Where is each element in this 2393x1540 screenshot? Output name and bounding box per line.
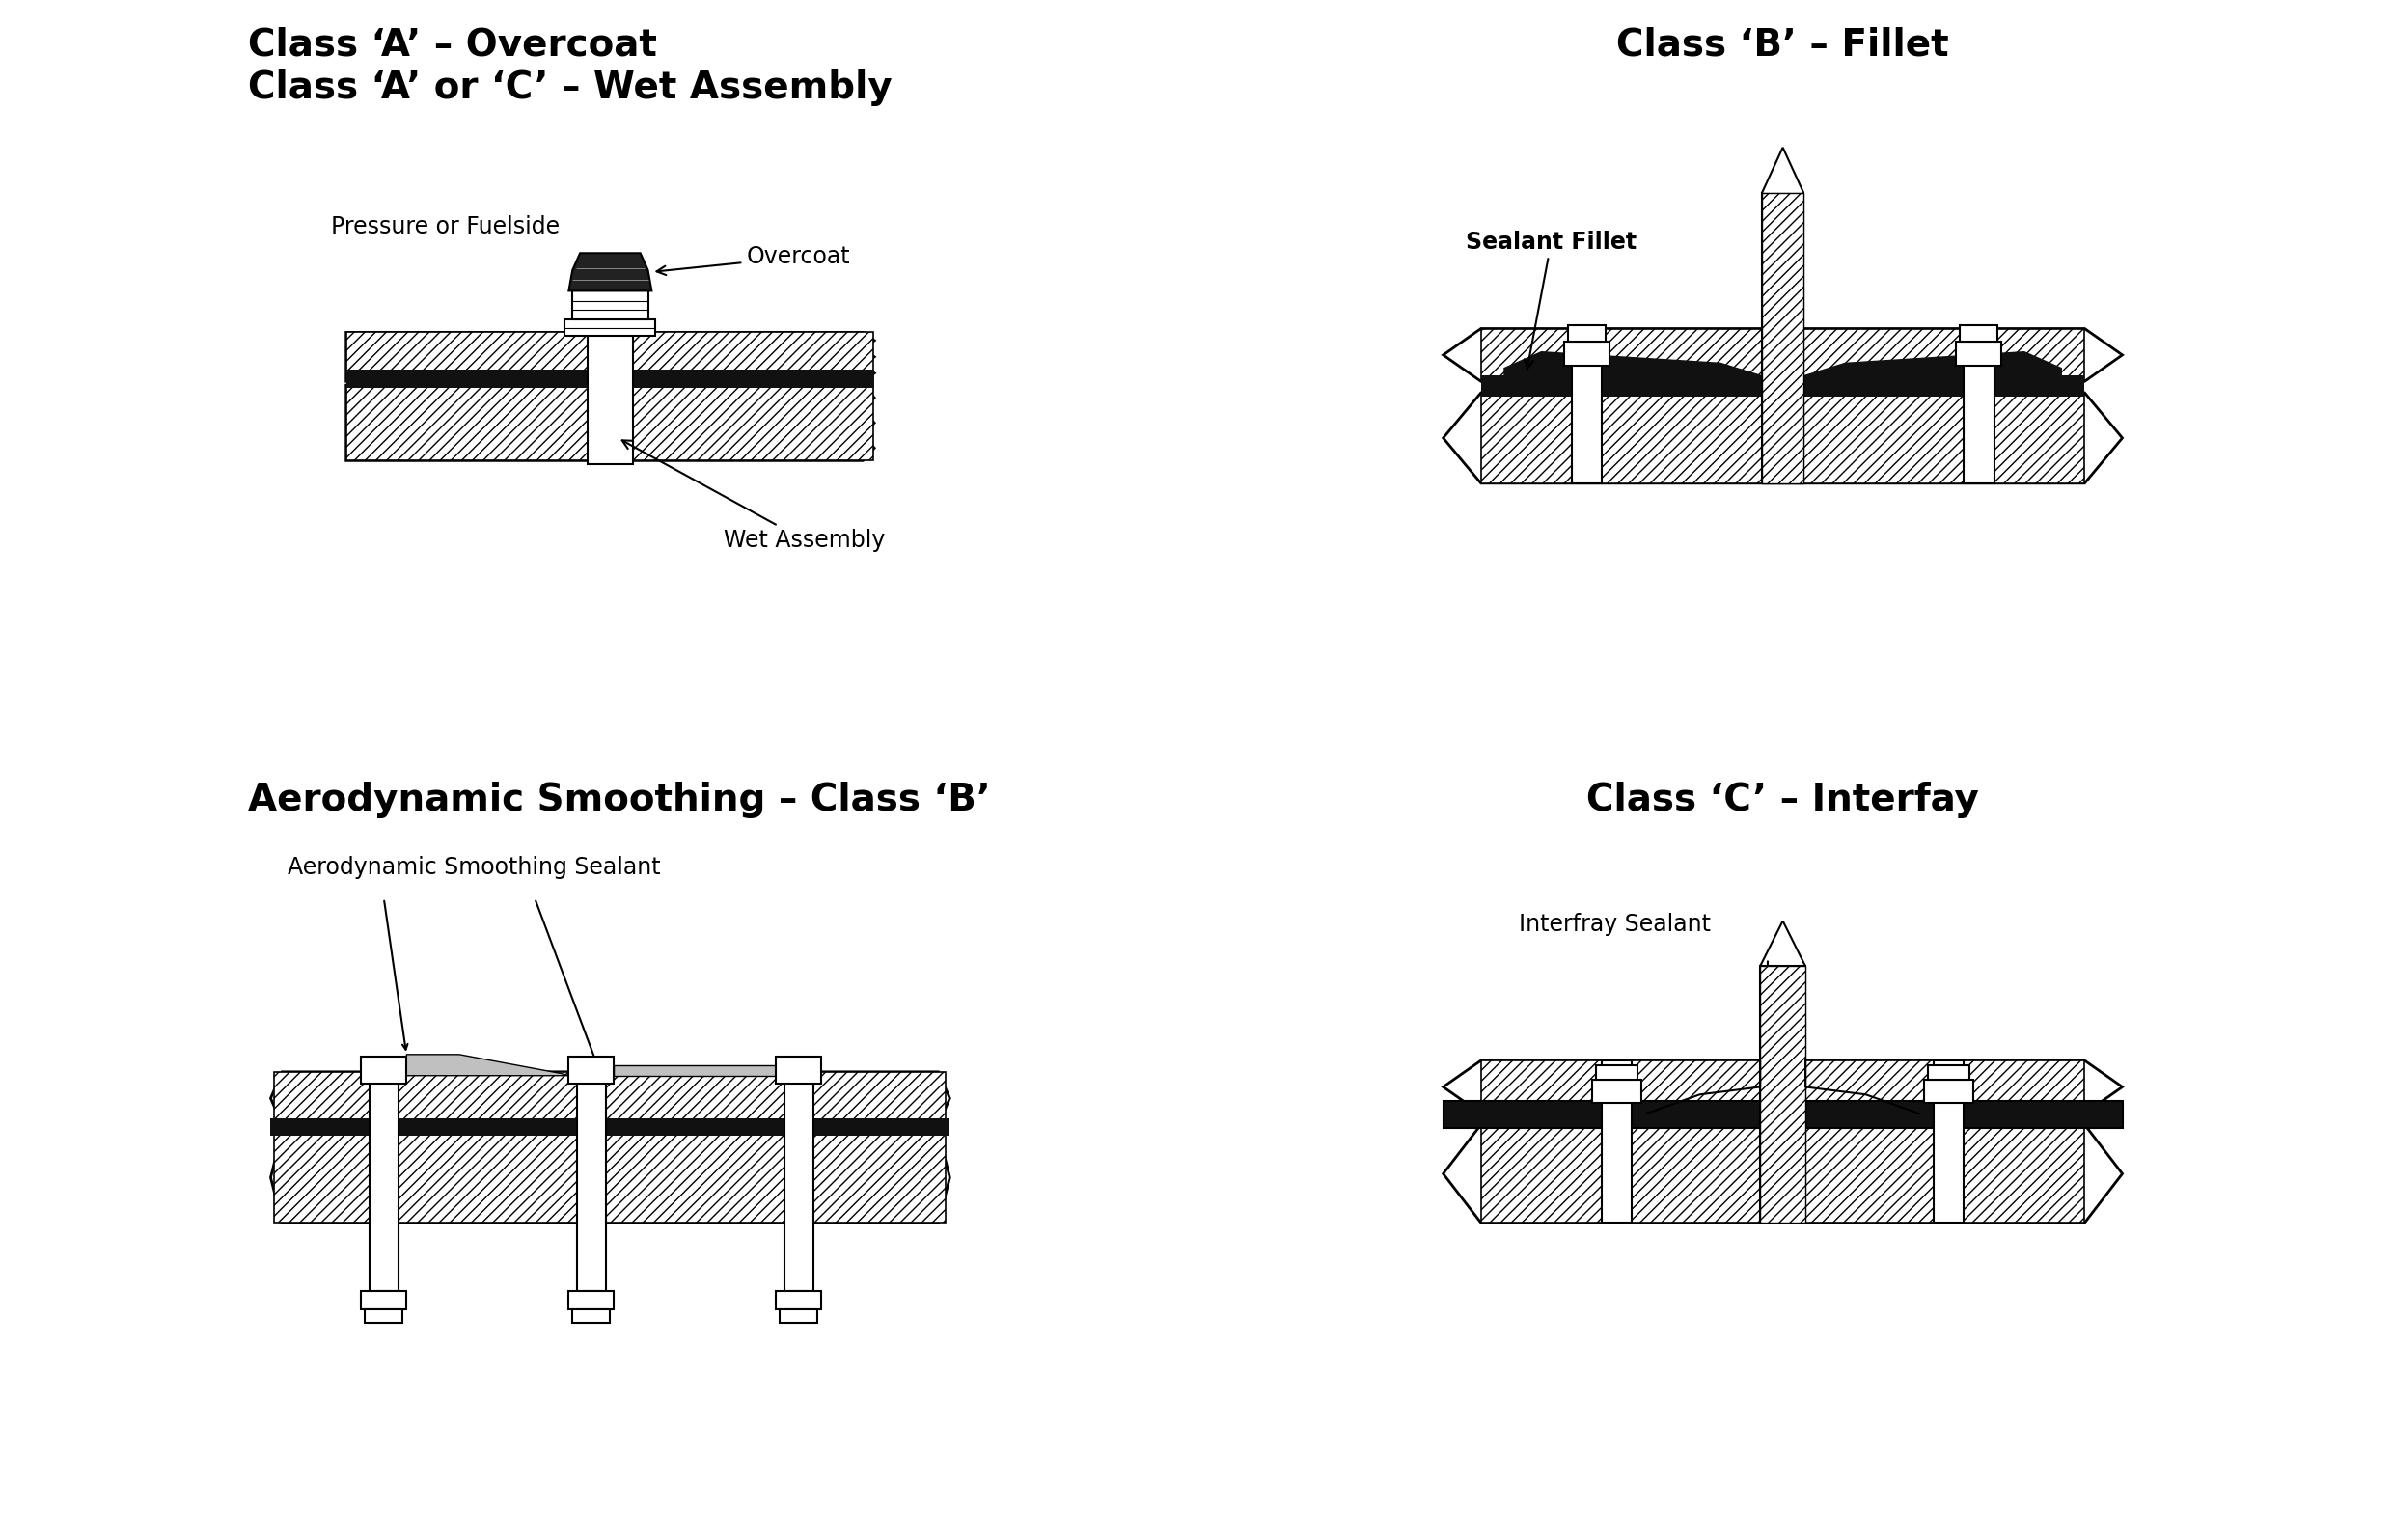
Polygon shape	[1761, 148, 1804, 192]
Bar	[1596, 1066, 1637, 1080]
Polygon shape	[1443, 393, 2123, 484]
Bar	[1761, 966, 1804, 1223]
Bar	[775, 1291, 821, 1309]
Bar	[270, 1118, 950, 1135]
Polygon shape	[347, 385, 873, 460]
Bar	[1761, 192, 1804, 484]
Bar	[1481, 328, 2084, 382]
Bar	[1761, 966, 1804, 1223]
Bar	[589, 328, 632, 465]
Bar	[1960, 325, 1998, 342]
Bar	[780, 1309, 818, 1323]
Bar	[361, 1056, 407, 1083]
Bar	[1934, 1061, 1965, 1223]
Bar	[1572, 328, 1601, 484]
Text: Class ‘A’ – Overcoat
Class ‘A’ or ‘C’ – Wet Assembly: Class ‘A’ – Overcoat Class ‘A’ or ‘C’ – …	[249, 26, 893, 106]
Text: Wet Assembly: Wet Assembly	[622, 440, 885, 551]
Polygon shape	[1503, 351, 1761, 396]
Bar	[347, 333, 873, 382]
Polygon shape	[1443, 328, 2123, 382]
Bar	[570, 1291, 615, 1309]
Polygon shape	[570, 253, 651, 291]
Bar	[1481, 376, 2084, 396]
Bar	[565, 319, 656, 336]
Text: Overcoat: Overcoat	[656, 245, 850, 276]
Bar	[347, 385, 873, 460]
Bar	[1567, 325, 1606, 342]
Bar	[577, 1061, 605, 1291]
Polygon shape	[270, 1132, 950, 1223]
Bar	[1443, 1101, 2123, 1127]
Bar	[275, 1132, 945, 1223]
Text: Sealant Fillet: Sealant Fillet	[1467, 229, 1637, 370]
Bar	[275, 1072, 945, 1124]
Bar	[369, 1061, 397, 1291]
Bar	[366, 1309, 402, 1323]
Bar	[1565, 342, 1608, 365]
Text: Interfray Sealant: Interfray Sealant	[1520, 913, 1711, 936]
Bar	[572, 291, 649, 319]
Bar	[775, 1056, 821, 1083]
Text: Aerodynamic Smoothing – Class ‘B’: Aerodynamic Smoothing – Class ‘B’	[249, 781, 991, 818]
Text: Pressure or Fuelside: Pressure or Fuelside	[330, 216, 560, 239]
Bar	[347, 370, 873, 388]
Text: Class ‘B’ – Fillet: Class ‘B’ – Fillet	[1618, 26, 1948, 63]
Bar	[1957, 342, 2001, 365]
Bar	[1761, 192, 1804, 484]
Bar	[361, 1291, 407, 1309]
Bar	[1929, 1066, 1969, 1080]
Text: Aerodynamic Smoothing Sealant: Aerodynamic Smoothing Sealant	[287, 856, 660, 879]
Bar	[1965, 328, 1993, 484]
Polygon shape	[407, 1055, 570, 1075]
Bar	[1481, 1124, 2084, 1223]
Bar	[1481, 1061, 2084, 1113]
Bar	[1601, 1061, 1632, 1223]
Bar	[570, 1056, 615, 1083]
Bar	[1591, 1080, 1642, 1103]
Polygon shape	[1443, 1061, 2123, 1113]
Polygon shape	[1804, 351, 2063, 396]
Polygon shape	[1443, 1124, 2123, 1223]
Bar	[572, 1309, 610, 1323]
Polygon shape	[347, 333, 873, 382]
Bar	[1481, 393, 2084, 484]
Polygon shape	[615, 1066, 775, 1075]
Bar	[1924, 1080, 1974, 1103]
Polygon shape	[270, 1072, 950, 1124]
Text: Class ‘C’ – Interfay: Class ‘C’ – Interfay	[1587, 781, 1979, 818]
Bar	[785, 1061, 814, 1291]
